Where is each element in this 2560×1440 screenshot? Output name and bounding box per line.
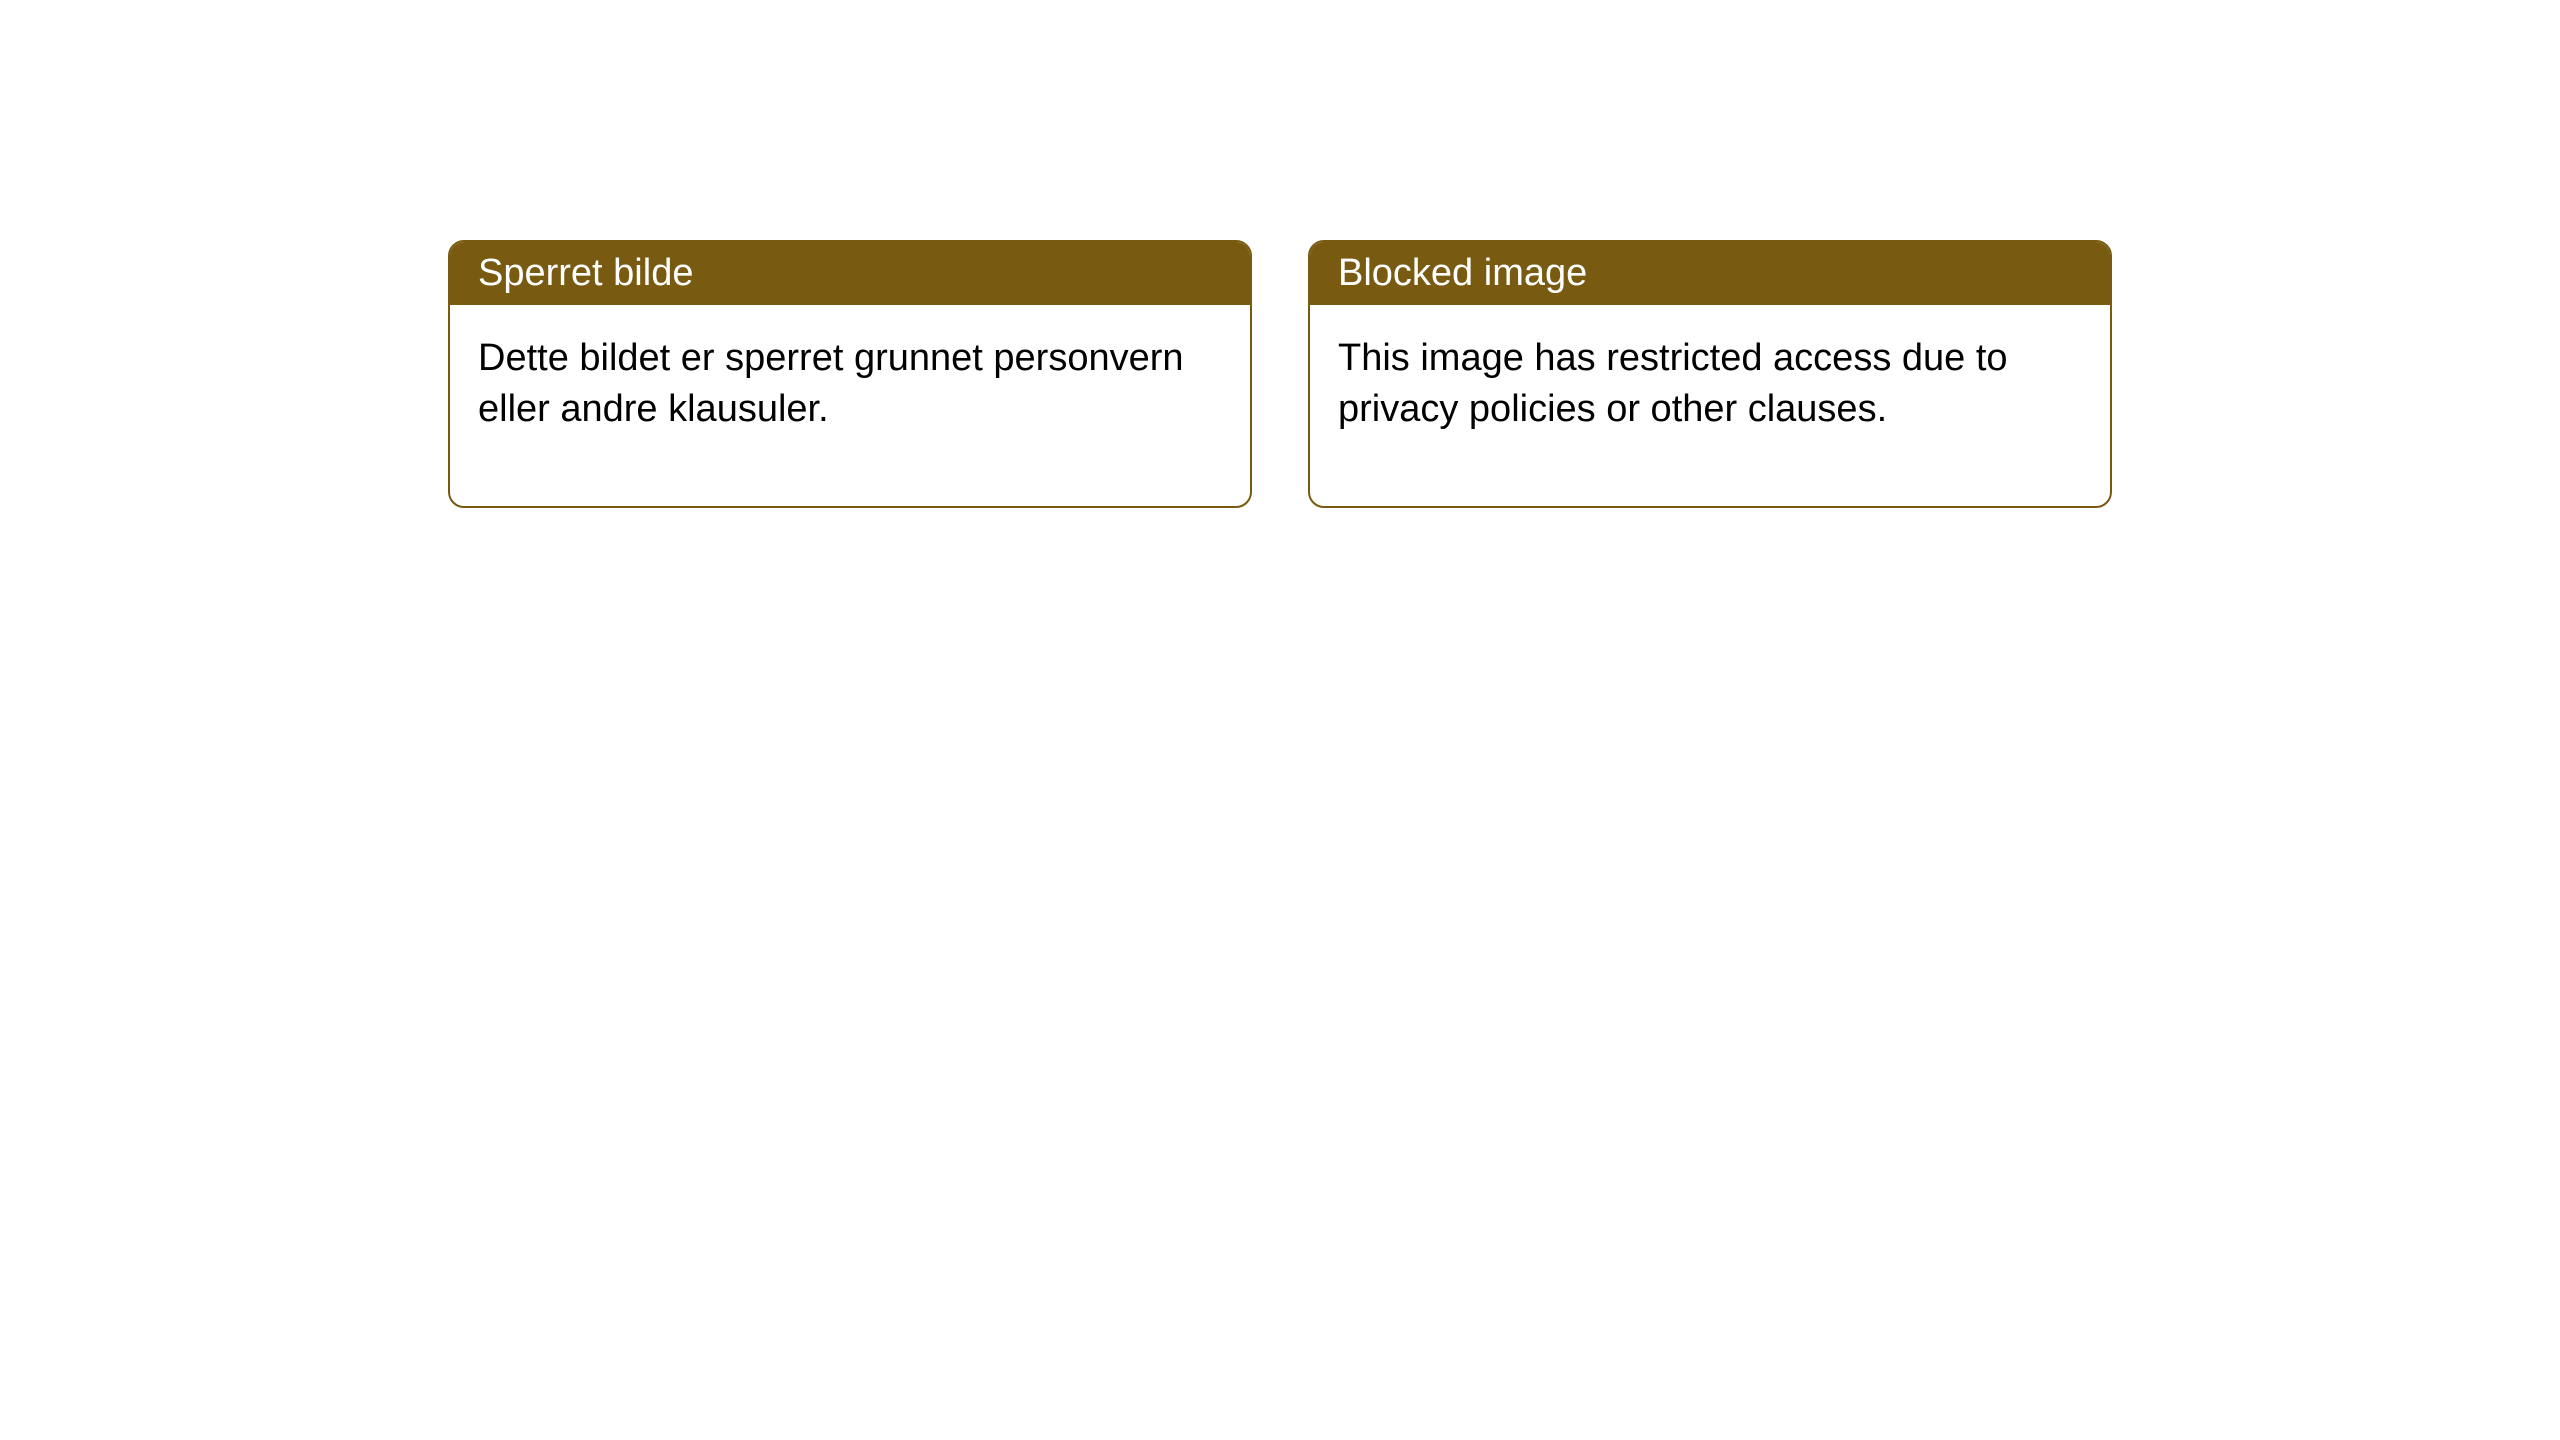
notice-title-norwegian: Sperret bilde: [478, 252, 693, 294]
notice-body-norwegian: Dette bildet er sperret grunnet personve…: [450, 305, 1250, 506]
notice-header-english: Blocked image: [1310, 242, 2110, 305]
notice-body-english: This image has restricted access due to …: [1310, 305, 2110, 506]
notice-card-english: Blocked image This image has restricted …: [1308, 240, 2112, 508]
notice-message-english: This image has restricted access due to …: [1338, 337, 2008, 430]
notice-message-norwegian: Dette bildet er sperret grunnet personve…: [478, 337, 1184, 430]
notice-container: Sperret bilde Dette bildet er sperret gr…: [448, 240, 2560, 508]
notice-title-english: Blocked image: [1338, 252, 1587, 294]
notice-card-norwegian: Sperret bilde Dette bildet er sperret gr…: [448, 240, 1252, 508]
notice-header-norwegian: Sperret bilde: [450, 242, 1250, 305]
